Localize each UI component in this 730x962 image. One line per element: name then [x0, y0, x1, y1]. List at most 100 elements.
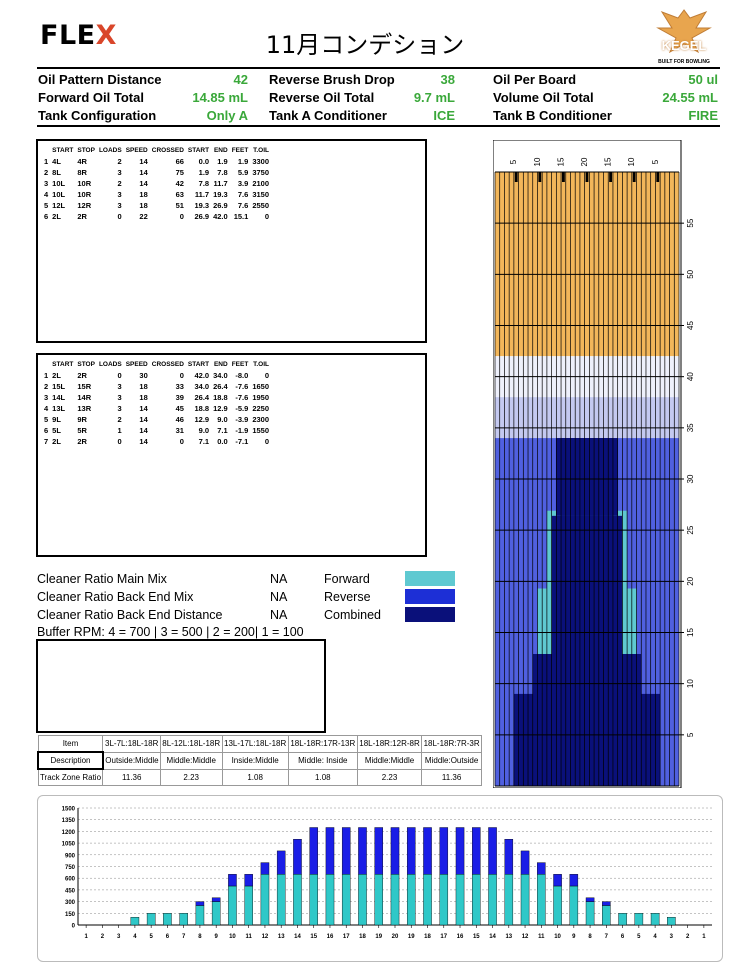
- lane-distance-tick: 5: [686, 732, 695, 737]
- lane-board-tick: 15: [604, 157, 613, 166]
- chart-bar: [423, 827, 432, 875]
- step-cell: 9R: [77, 415, 87, 424]
- step-cell: 7.6: [237, 190, 249, 199]
- info-volume-oil-total: Volume Oil Total 24.55 mL: [493, 90, 718, 105]
- chart-bar: [602, 901, 611, 906]
- chart-x-tick: 10: [229, 934, 236, 940]
- lane-board-tick: 15: [556, 157, 565, 166]
- step-cell: 33: [175, 382, 184, 391]
- step-cell: 1.9: [217, 157, 228, 166]
- chart-x-tick: 4: [133, 934, 137, 940]
- step-cell: -7.6: [235, 382, 249, 391]
- chart-x-tick: 2: [686, 934, 690, 940]
- chart-x-tick: 9: [572, 934, 576, 940]
- zone-item: 18L-18R:7R-3R: [421, 735, 482, 753]
- chart-x-tick: 6: [166, 934, 170, 940]
- step-row: 1 4L 4R 2 14 66 0.0 1.9 1.9 3300: [42, 156, 271, 167]
- step-cell: 10R: [77, 179, 92, 188]
- info-oil-pattern-distance: Oil Pattern Distance 42: [38, 72, 248, 87]
- chart-bar: [406, 827, 416, 875]
- steps-column-header: CROSSED: [151, 147, 184, 154]
- chart-bar: [325, 874, 335, 926]
- step-cell: 2L: [52, 437, 61, 446]
- step-cell: -1.9: [235, 426, 249, 435]
- steps-column-header: START: [187, 361, 210, 368]
- zone-desc: Middle:Outside: [421, 751, 482, 770]
- step-cell: 1.9: [237, 157, 249, 166]
- lane-distance-tick: 20: [686, 576, 695, 585]
- step-cell: 3: [117, 404, 122, 413]
- lane-combined-region: [551, 515, 623, 654]
- step-cell: 3: [117, 190, 122, 199]
- step-cell: 1: [117, 426, 122, 435]
- steps-column-header: SPEED: [125, 147, 148, 154]
- lane-board-tick: 10: [627, 157, 636, 166]
- chart-bar: [341, 874, 351, 926]
- lane-distance-tick: 25: [686, 525, 695, 534]
- chart-bar: [163, 913, 172, 926]
- step-cell: 30: [139, 371, 148, 380]
- info-tank-configuration: Tank Configuration Only A: [38, 108, 248, 123]
- chart-bar: [537, 862, 546, 875]
- page-title: 11月コンデション: [265, 31, 465, 59]
- step-cell: 13R: [77, 404, 92, 413]
- chart-x-tick: 19: [375, 934, 382, 940]
- steps-column-header: T.OIL: [253, 361, 270, 368]
- step-cell: 7.1: [198, 437, 210, 446]
- chart-bar: [325, 827, 335, 875]
- chart-x-tick: 16: [327, 934, 334, 940]
- step-cell: -7.1: [235, 437, 249, 446]
- chart-x-tick: 17: [343, 934, 350, 940]
- step-cell: 0: [117, 371, 122, 380]
- step-cell: 4L: [52, 157, 61, 166]
- chart-bar: [358, 827, 367, 875]
- step-cell: 12.9: [194, 415, 210, 424]
- chart-bar: [146, 913, 156, 926]
- step-cell: 7: [44, 437, 49, 446]
- step-cell: 3: [117, 393, 122, 402]
- chart-bar: [228, 874, 237, 887]
- chart-x-tick: 8: [588, 934, 592, 940]
- steps-column-header: START: [52, 147, 74, 154]
- chart-bar: [472, 874, 481, 926]
- step-cell: 3: [117, 382, 122, 391]
- legend-combined-swatch: [405, 607, 455, 622]
- zone-item-row: Item 3L-7L:18L-18R 8L-12L:18L-18R 13L-17…: [37, 735, 482, 753]
- step-cell: 18.8: [194, 404, 210, 413]
- chart-bar: [667, 916, 676, 926]
- step-cell: 39: [175, 393, 184, 402]
- step-cell: 7.6: [237, 201, 249, 210]
- chart-x-tick: 5: [149, 934, 153, 940]
- chart-y-tick: 150: [65, 912, 76, 918]
- chart-bar: [520, 874, 530, 926]
- step-cell: 42.0: [213, 212, 228, 221]
- step-cell: 5.9: [237, 168, 249, 177]
- step-cell: 0: [264, 371, 270, 380]
- chart-bar: [455, 827, 465, 875]
- step-cell: 9.0: [198, 426, 210, 435]
- step-index-header: [42, 359, 50, 370]
- chart-x-tick: 3: [670, 934, 674, 940]
- chart-bar: [341, 827, 351, 875]
- buffer-rpm: Buffer RPM: 4 = 700 | 3 = 500 | 2 = 200|…: [37, 625, 304, 639]
- chart-bar: [537, 874, 546, 926]
- zone-item: 18L-18R:12R-8R: [356, 735, 423, 753]
- step-cell: 0: [264, 437, 270, 446]
- chart-bar: [634, 913, 644, 926]
- zone-desc-label: Description: [37, 751, 104, 770]
- chart-bar: [309, 827, 318, 875]
- lane-distance-tick: 50: [686, 269, 695, 278]
- chart-x-tick: 13: [505, 934, 512, 940]
- step-cell: 1.9: [198, 168, 210, 177]
- lane-combined-region: [561, 438, 613, 516]
- kegel-logo: [656, 9, 712, 54]
- step-cell: 2L: [52, 212, 61, 221]
- step-cell: 2L: [52, 371, 61, 380]
- step-cell: 4: [44, 404, 49, 413]
- step-cell: 3750: [252, 168, 270, 177]
- step-cell: 2: [44, 382, 49, 391]
- chart-bar: [472, 827, 481, 875]
- lane-distance-tick: 40: [686, 372, 695, 381]
- step-row: 2 8L 8R 3 14 75 1.9 7.8 5.9 3750: [42, 167, 271, 178]
